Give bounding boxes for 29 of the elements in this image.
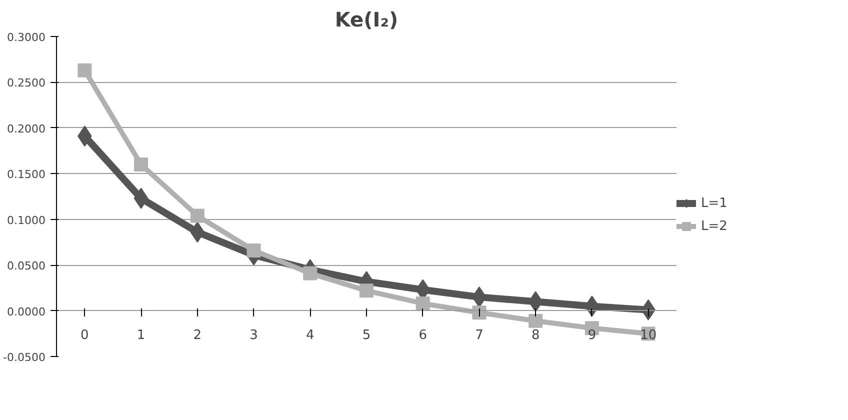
legend-label: L=2 (701, 218, 728, 234)
chart-title: Ke(I₂) (334, 8, 398, 32)
y-tick-label: 0.2000 (7, 122, 46, 136)
x-tick-label: 2 (193, 328, 202, 343)
y-tick-label: 0.1000 (7, 214, 46, 227)
y-tick-label: 0.0000 (7, 305, 46, 318)
x-tick-label: 4 (306, 328, 314, 343)
point (246, 243, 261, 258)
x-tick-label: 5 (362, 328, 371, 343)
point (360, 284, 374, 298)
x-tick-label: 3 (250, 328, 258, 343)
x-tick-label: 6 (418, 328, 428, 343)
y-tick-label: 0.0500 (7, 260, 46, 273)
point (134, 158, 148, 172)
x-tick-label: 0 (80, 328, 89, 343)
point (303, 266, 318, 280)
point (528, 314, 543, 328)
point (416, 296, 430, 310)
x-tick-label: 7 (475, 328, 484, 343)
legend-label: L=1 (701, 196, 728, 210)
x-tick-label: 1 (136, 328, 146, 343)
y-tick-label: 0.2500 (7, 76, 46, 90)
y-tick-label: 0.3000 (7, 31, 46, 44)
x-tick-label: 9 (588, 328, 596, 343)
x-tick-label: 8 (531, 328, 540, 343)
y-tick-label: -0.0500 (3, 351, 46, 364)
point (190, 208, 204, 223)
y-tick-label: 0.1500 (7, 168, 46, 182)
point (78, 63, 92, 78)
